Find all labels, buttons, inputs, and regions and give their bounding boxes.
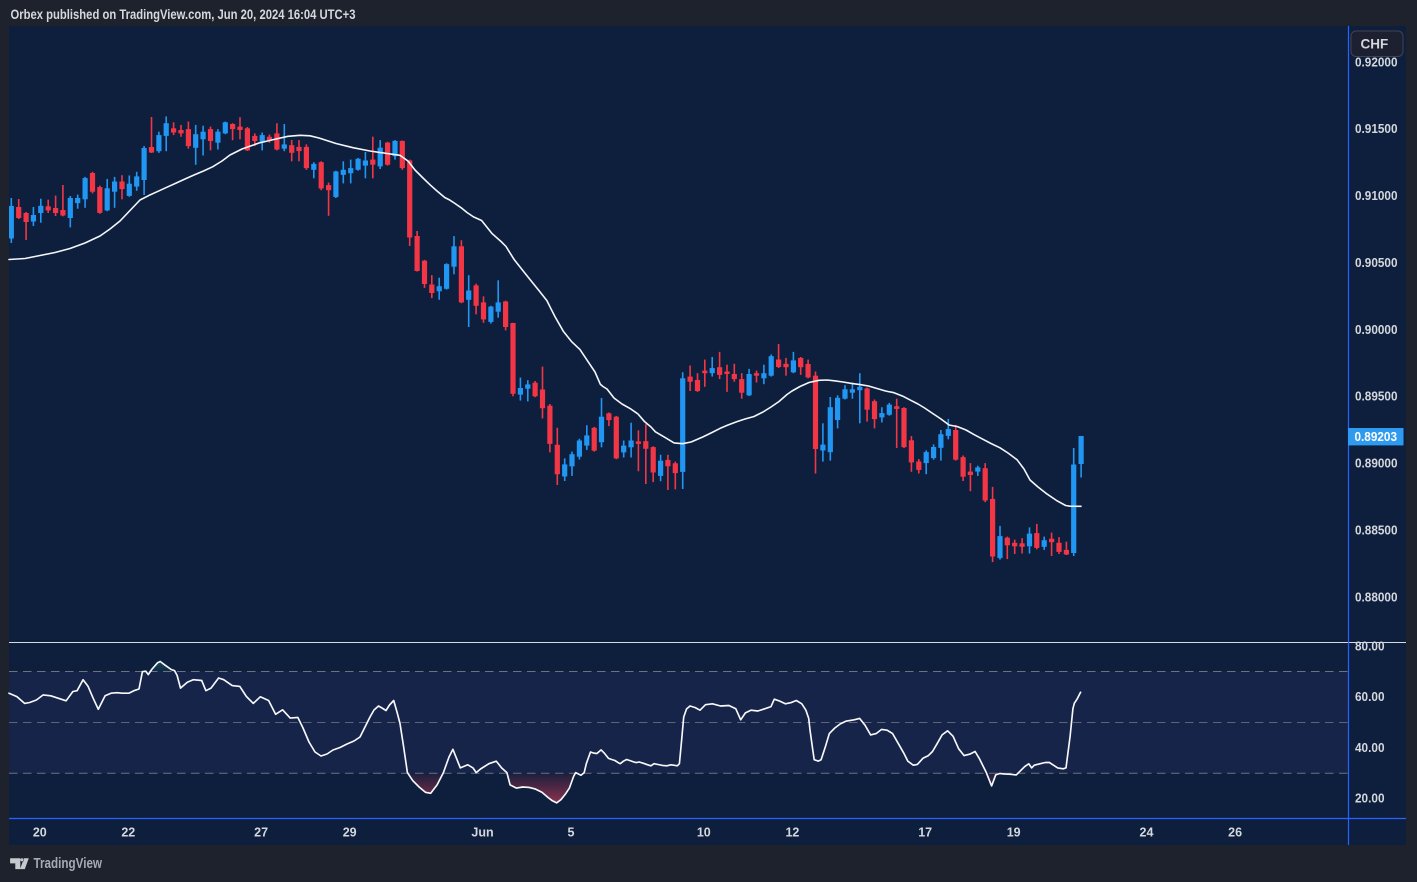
svg-text:40.00: 40.00 [1355,741,1385,755]
svg-text:0.90000: 0.90000 [1355,323,1398,337]
svg-text:0.88500: 0.88500 [1355,523,1398,537]
svg-text:19: 19 [1007,826,1021,840]
svg-text:12: 12 [785,826,799,840]
svg-text:20.00: 20.00 [1355,792,1385,806]
svg-text:17: 17 [918,826,932,840]
svg-text:29: 29 [343,826,357,840]
svg-text:0.92000: 0.92000 [1355,55,1398,69]
svg-text:0.91500: 0.91500 [1355,122,1398,136]
svg-text:0.88000: 0.88000 [1355,590,1398,604]
svg-text:22: 22 [121,826,135,840]
svg-text:CHF: CHF [1361,37,1389,52]
svg-text:TradingView: TradingView [34,856,103,872]
svg-text:Orbex published on TradingView: Orbex published on TradingView.com, Jun … [11,7,356,22]
svg-text:0.89203: 0.89203 [1355,430,1398,444]
svg-text:0.89000: 0.89000 [1355,457,1398,471]
svg-text:27: 27 [254,826,268,840]
svg-text:Jun: Jun [471,826,493,840]
svg-text:10: 10 [697,826,711,840]
svg-text:26: 26 [1228,826,1242,840]
svg-text:80.00: 80.00 [1355,639,1385,653]
svg-text:0.90500: 0.90500 [1355,256,1398,270]
svg-text:0.91000: 0.91000 [1355,189,1398,203]
svg-text:60.00: 60.00 [1355,690,1385,704]
svg-text:0.89500: 0.89500 [1355,390,1398,404]
svg-text:5: 5 [568,826,575,840]
svg-text:24: 24 [1140,826,1154,840]
svg-text:20: 20 [33,826,47,840]
